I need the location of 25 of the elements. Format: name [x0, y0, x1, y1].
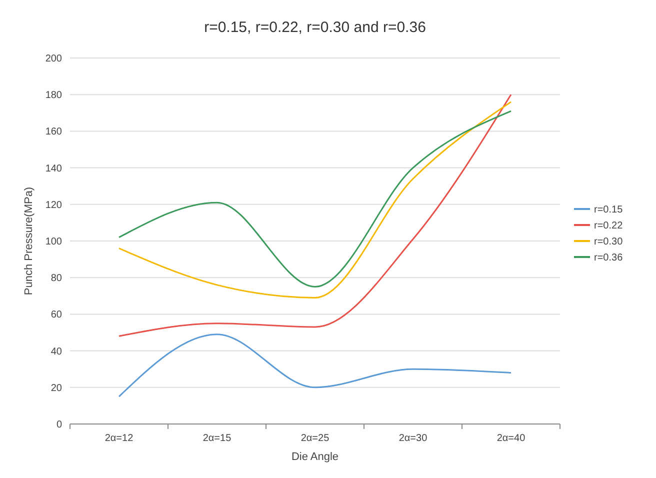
y-tick-label: 0 — [56, 420, 62, 430]
y-tick-label: 160 — [45, 126, 62, 138]
y-tick-label: 100 — [45, 236, 62, 248]
y-tick-label: 180 — [45, 90, 62, 102]
x-tick-label: 2α=15 — [202, 433, 232, 444]
y-tick-label: 20 — [50, 382, 62, 394]
x-tick-label: 2α=25 — [300, 433, 330, 444]
y-tick-label: 200 — [45, 54, 62, 64]
legend-label: r=0.30 — [594, 236, 624, 248]
y-tick-label: 120 — [45, 200, 62, 211]
line-series — [118, 334, 512, 398]
legend-label: r=0.15 — [594, 204, 624, 216]
y-tick-label: 40 — [50, 346, 62, 358]
y-tick-label: 140 — [45, 163, 62, 174]
y-axis-title: Punch Pressure(MPa) — [23, 186, 35, 296]
chart-title: r=0.15, r=0.22, r=0.30 and r=0.36 — [204, 19, 426, 36]
line-series — [118, 94, 512, 337]
x-tick-label: 2α=12 — [104, 433, 134, 444]
x-tick-label: 2α=40 — [496, 433, 526, 444]
x-axis-title: Die Angle — [291, 451, 339, 463]
legend-label: r=0.36 — [594, 252, 624, 264]
y-tick-label: 80 — [50, 273, 62, 284]
legend-label: r=0.22 — [594, 220, 624, 232]
y-tick-label: 60 — [50, 310, 62, 321]
x-tick-label: 2α=30 — [398, 433, 428, 444]
